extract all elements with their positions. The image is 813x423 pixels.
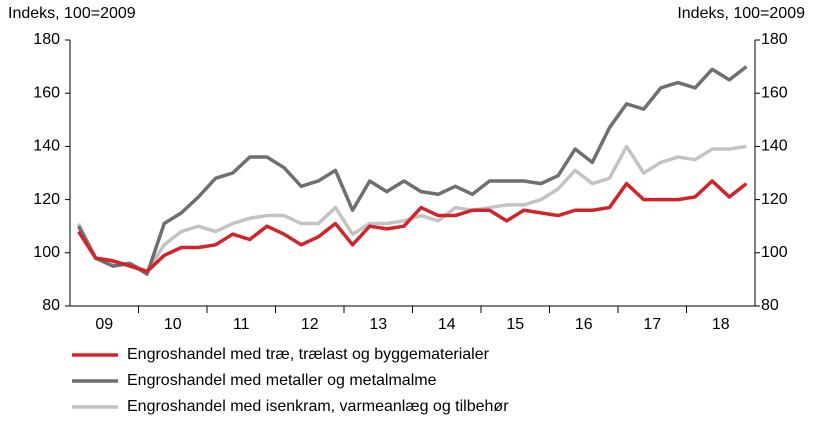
x-tick-label: 16 (575, 316, 593, 333)
y-tick-label: 100 (33, 244, 60, 261)
y-axis-label: Indeks, 100=2009 (8, 5, 136, 22)
series-line (76, 144, 747, 274)
x-tick-label: 12 (301, 316, 319, 333)
y-tick-label: 140 (33, 138, 60, 155)
y2-axis-label: Indeks, 100=2009 (677, 5, 805, 22)
y2-tick-label: 80 (761, 297, 779, 314)
y2-tick-label: 180 (761, 31, 788, 48)
y2-tick-label: 140 (761, 138, 788, 155)
y2-tick-label: 100 (761, 244, 788, 261)
legend-label: Engroshandel med isenkram, varmeanlæg og… (127, 398, 509, 415)
legend-label: Engroshandel med metaller og metalmalme (127, 372, 437, 389)
y-tick-label: 160 (33, 84, 60, 101)
x-tick-label: 18 (712, 316, 730, 333)
series-line (77, 179, 748, 274)
series-line (77, 65, 748, 276)
y2-tick-label: 120 (761, 191, 788, 208)
y-tick-label: 80 (42, 297, 60, 314)
y-tick-label: 120 (33, 191, 60, 208)
y2-tick-label: 160 (761, 84, 788, 101)
y-tick-label: 180 (33, 31, 60, 48)
x-tick-label: 15 (506, 316, 524, 333)
x-tick-label: 14 (438, 316, 456, 333)
x-tick-label: 11 (233, 316, 250, 333)
legend-label: Engroshandel med træ, trælast og byggema… (127, 346, 490, 363)
x-tick-label: 17 (643, 316, 661, 333)
x-tick-label: 10 (164, 316, 182, 333)
x-tick-label: 09 (95, 316, 113, 333)
x-tick-label: 13 (369, 316, 387, 333)
